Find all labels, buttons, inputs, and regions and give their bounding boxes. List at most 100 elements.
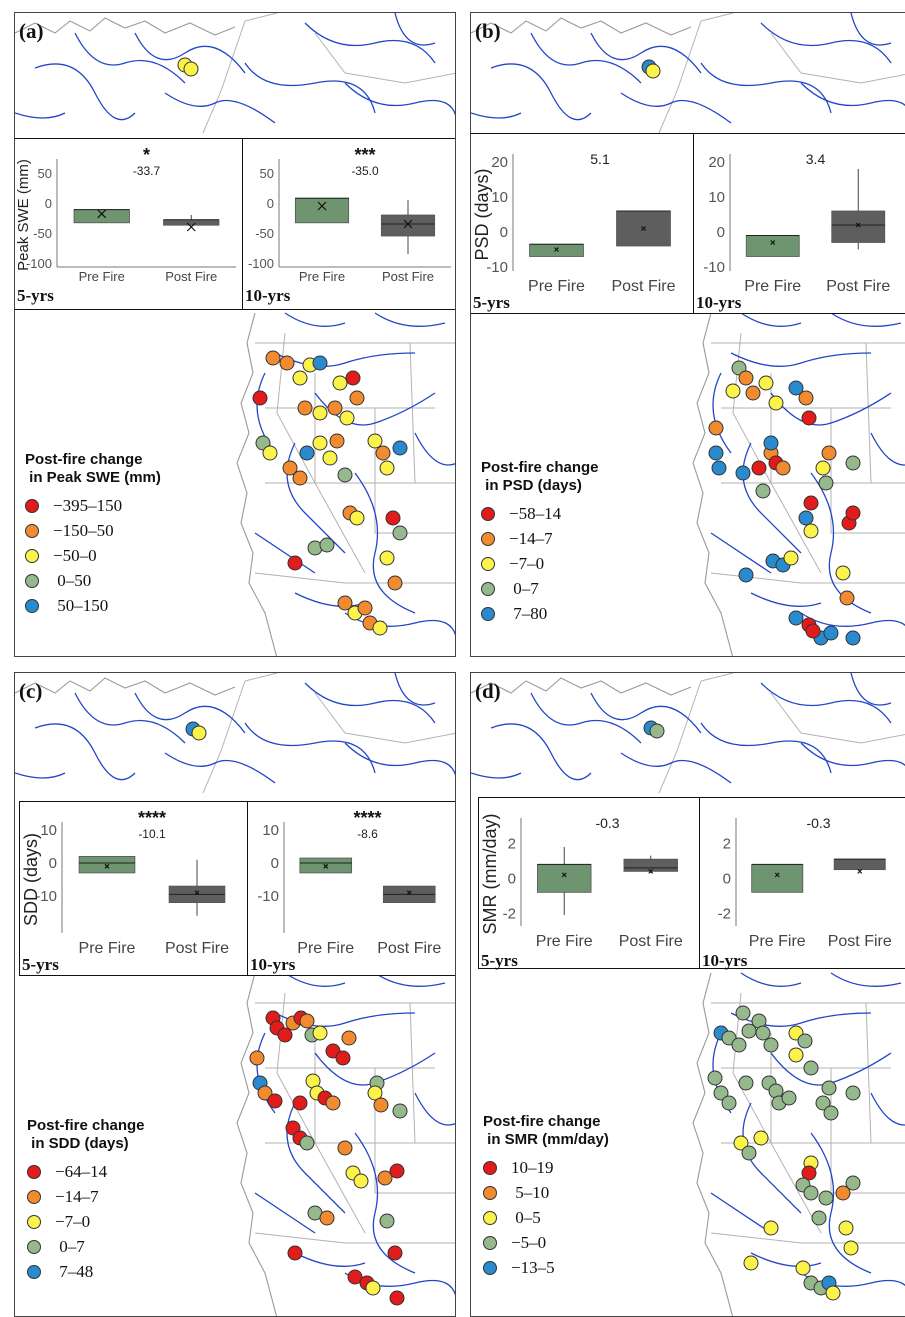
state-border xyxy=(732,332,772,484)
site-marker xyxy=(645,63,661,79)
river xyxy=(344,82,455,116)
legend-swatch xyxy=(481,556,495,571)
site-marker xyxy=(327,400,343,416)
legend-label: 0–7 xyxy=(509,578,539,598)
difference-label: -35.0 xyxy=(351,164,379,178)
box-mean-marker xyxy=(770,240,776,245)
river xyxy=(810,1132,872,1274)
site-marker xyxy=(735,1005,751,1021)
site-marker xyxy=(373,1097,389,1113)
box-mean-marker xyxy=(648,868,654,874)
state-border xyxy=(658,20,702,134)
site-marker xyxy=(735,465,751,481)
panel-b: (b) 20 10 0 -10 PSD (days) 5.1 Pre Fire Post Fi… xyxy=(470,12,905,657)
river xyxy=(700,62,832,114)
river xyxy=(304,22,436,64)
site-marker xyxy=(252,390,268,406)
site-marker xyxy=(815,1095,831,1111)
legend-item: −395–150 xyxy=(25,493,161,518)
legend-item: 0–50 xyxy=(25,568,161,593)
river xyxy=(344,612,455,636)
site-marker xyxy=(367,433,383,449)
site-marker xyxy=(292,470,308,486)
river xyxy=(471,772,522,779)
site-marker xyxy=(741,1023,757,1039)
basemap xyxy=(471,673,905,1316)
river xyxy=(760,682,892,724)
river xyxy=(490,63,592,121)
site-marker xyxy=(387,1245,403,1261)
state-border xyxy=(244,673,278,682)
state-border xyxy=(314,32,455,84)
box-mean-marker xyxy=(194,890,200,896)
site-marker xyxy=(389,1290,405,1306)
state-border xyxy=(409,1002,416,1144)
y-axis-label: SMR (mm/day) xyxy=(480,814,500,935)
site-marker xyxy=(299,445,315,461)
x-category-label: Pre Fire xyxy=(528,278,585,295)
x-category-label: Post Fire xyxy=(828,933,892,950)
site-marker xyxy=(713,1085,729,1101)
state-border xyxy=(254,1232,346,1244)
legend-swatch xyxy=(483,1260,497,1275)
site-marker xyxy=(389,1163,405,1179)
box-body xyxy=(745,235,800,257)
basemap xyxy=(15,13,455,656)
site-marker xyxy=(733,1135,749,1151)
legend-swatch xyxy=(483,1210,497,1225)
y-tick-label: -100 xyxy=(248,256,274,271)
site-marker xyxy=(821,445,837,461)
site-marker xyxy=(801,410,817,426)
box-body xyxy=(380,214,436,237)
state-border xyxy=(830,1068,905,1194)
river xyxy=(294,1252,366,1267)
site-marker xyxy=(357,600,373,616)
difference-label: -8.6 xyxy=(357,827,378,841)
site-marker xyxy=(803,495,819,511)
x-category-label: Pre Fire xyxy=(79,940,136,957)
site-marker xyxy=(743,1255,759,1271)
legend-swatch xyxy=(25,598,39,613)
river xyxy=(354,472,416,614)
river xyxy=(354,1132,416,1274)
site-marker xyxy=(823,1105,839,1121)
box-mean-marker xyxy=(855,222,861,228)
map-borders xyxy=(471,13,905,656)
y-tick-label: 0 xyxy=(45,196,52,211)
site-marker xyxy=(265,350,281,366)
river xyxy=(710,532,772,574)
basemap xyxy=(471,13,905,656)
legend-label: −64–14 xyxy=(55,1161,108,1181)
site-marker xyxy=(297,400,313,416)
river xyxy=(770,392,892,426)
y-axis-label: PSD (days) xyxy=(472,168,492,260)
river xyxy=(750,592,822,607)
y-tick-label: 0 xyxy=(49,855,57,872)
state-border xyxy=(254,572,346,584)
site-marker xyxy=(755,483,771,499)
site-marker xyxy=(335,1050,351,1066)
coastline xyxy=(692,972,734,1316)
significance-stars: * xyxy=(143,145,150,165)
inset-10yrs: 2 0 -2 -0.3 Pre Fire Post Fire xyxy=(699,797,905,969)
site-marker xyxy=(337,595,353,611)
x-category-label: Pre Fire xyxy=(536,933,593,950)
site-marker xyxy=(823,625,839,641)
box-mean-marker xyxy=(857,868,863,874)
site-marker xyxy=(788,380,804,396)
legend-item: −5–0 xyxy=(483,1230,609,1255)
state-border xyxy=(770,32,905,84)
site-marker xyxy=(725,383,741,399)
river xyxy=(800,612,905,627)
box-mean-marker xyxy=(641,226,646,231)
legend-swatch xyxy=(25,573,39,588)
river xyxy=(304,682,436,724)
site-marker xyxy=(387,575,403,591)
legend-swatch xyxy=(27,1189,41,1204)
y-tick-label: 20 xyxy=(491,154,508,171)
river xyxy=(800,742,905,767)
panel-label: (a) xyxy=(19,19,44,43)
site-marker xyxy=(707,1070,723,1086)
y-tick-label: 2 xyxy=(723,835,731,852)
y-tick-label: 10 xyxy=(708,189,725,206)
